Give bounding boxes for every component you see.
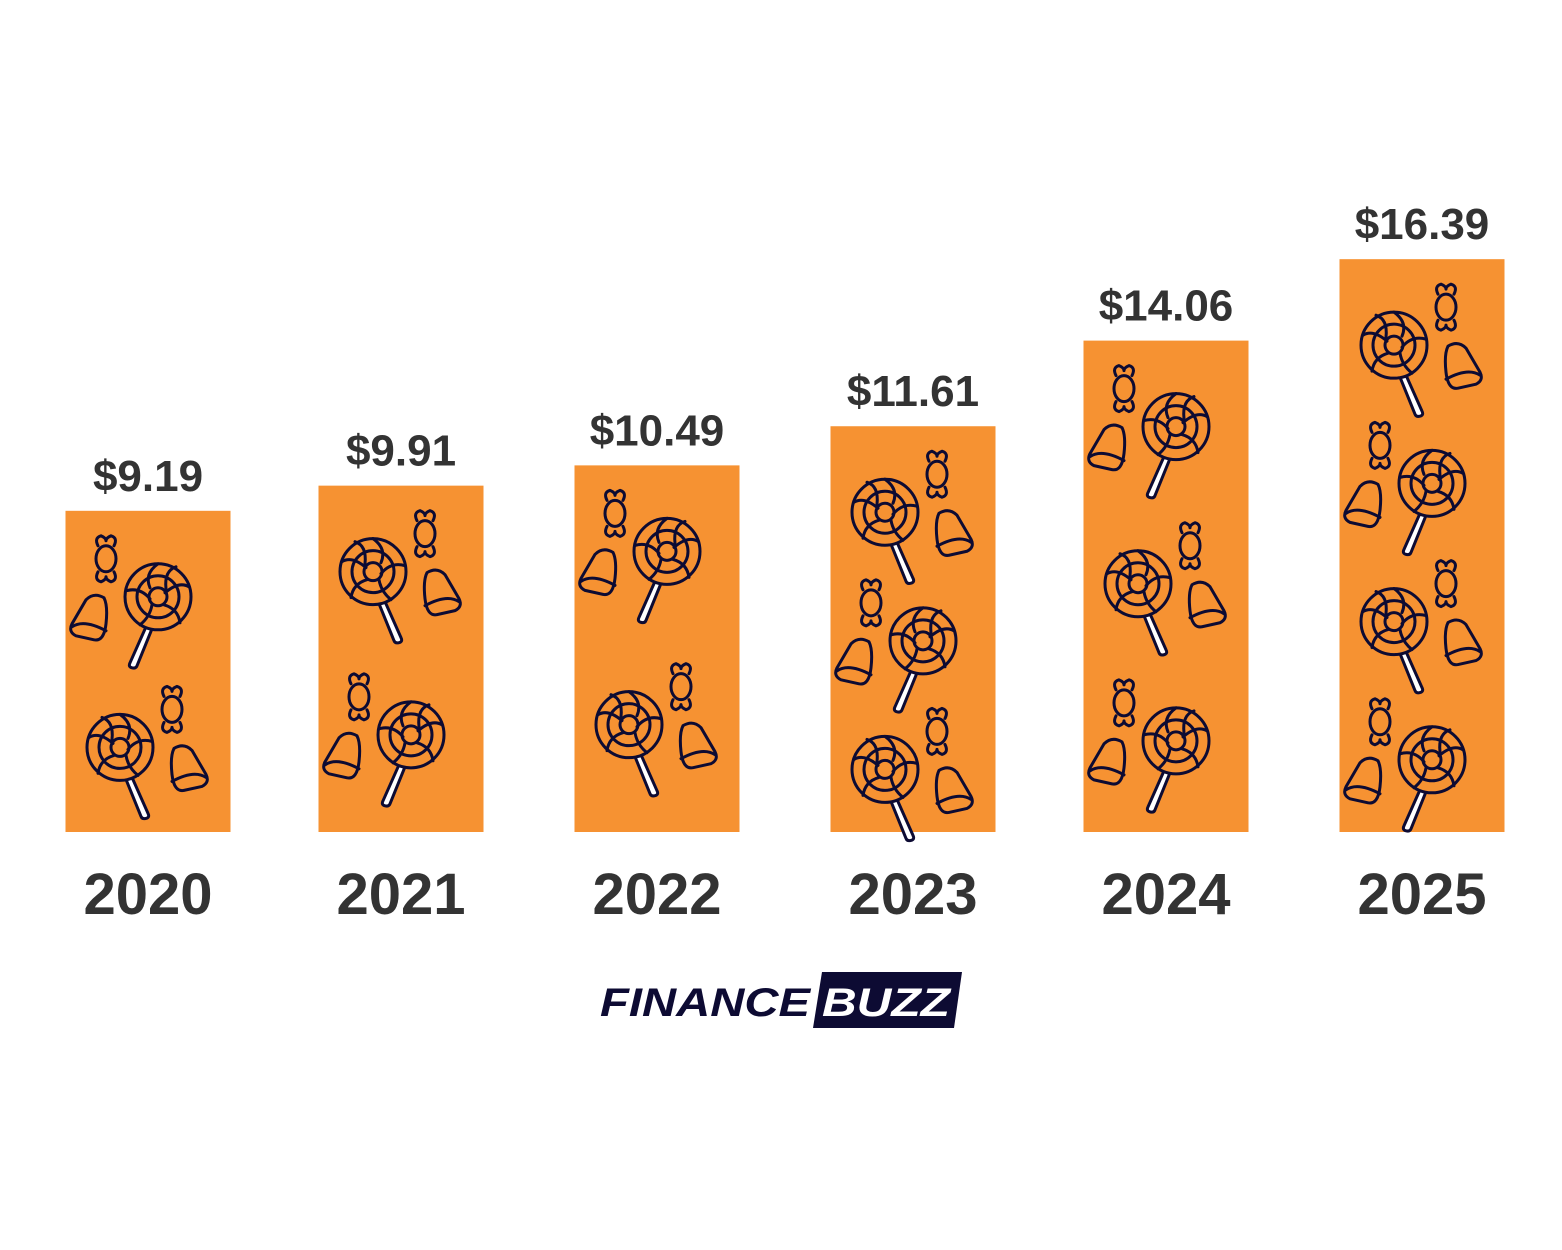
value-label: $16.39	[1355, 200, 1490, 249]
value-label: $10.49	[590, 406, 725, 455]
logo-buzz-box	[813, 972, 962, 1028]
x-tick-label: 2024	[1101, 862, 1230, 927]
bar-group-2020: $9.19 2020	[65, 452, 231, 927]
value-label: $14.06	[1099, 282, 1234, 331]
value-label: $11.61	[847, 367, 979, 416]
value-label: $9.91	[346, 427, 456, 476]
value-label: $9.19	[93, 452, 203, 501]
x-tick-label: 2020	[83, 862, 212, 927]
x-tick-label: 2025	[1357, 862, 1486, 927]
bar-group-2024: $14.06 2024	[1083, 282, 1249, 927]
bars-layer: $9.192020$9.912021$10.492022$11.612023$1…	[65, 200, 1505, 927]
logo-finance-text: FINANCE	[600, 981, 812, 1025]
bar-group-2022: $10.49 2022	[574, 406, 740, 927]
financebuzz-logo: FINANCE BUZZ	[600, 972, 962, 1028]
x-tick-label: 2022	[592, 862, 721, 927]
logo-buzz-text: BUZZ	[822, 981, 952, 1025]
x-tick-label: 2023	[848, 862, 977, 927]
bar-group-2025: $16.39 2025	[1339, 200, 1505, 927]
x-tick-label: 2021	[336, 862, 465, 927]
bar-group-2023: $11.61 2023	[830, 367, 996, 927]
bar-group-2021: $9.91 2021	[318, 427, 484, 927]
